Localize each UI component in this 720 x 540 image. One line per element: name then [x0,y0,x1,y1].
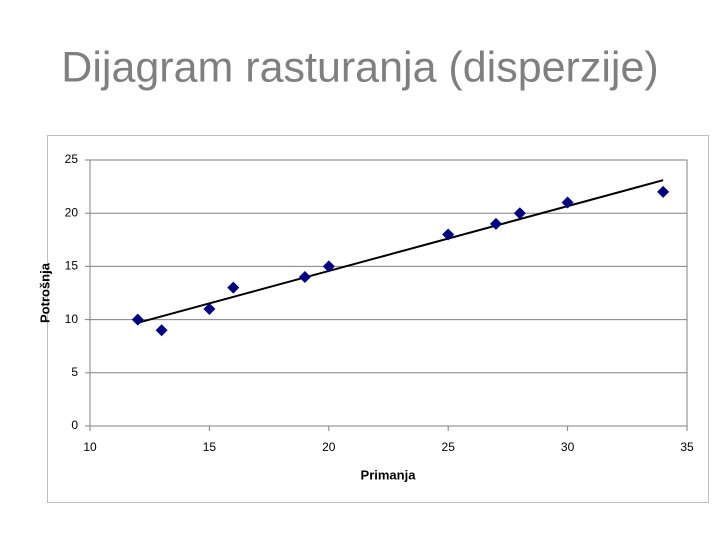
data-point [298,271,311,284]
data-point [561,196,574,209]
y-tick-label: 0 [71,418,78,432]
x-tick-label: 30 [561,440,575,454]
slide-title: Dijagram rasturanja (disperzije) [61,43,658,91]
data-point [442,228,455,241]
y-tick-label: 5 [71,365,78,379]
y-axis-label: Potrošnja [37,262,52,323]
x-tick-label: 10 [83,440,97,454]
data-point [322,260,335,273]
data-point [489,217,502,230]
x-tick-label: 15 [203,440,217,454]
x-tick-label: 25 [442,440,456,454]
data-point [227,281,240,294]
data-point [131,313,144,326]
y-tick-label: 20 [65,205,79,219]
data-point [513,207,526,220]
plot-area [89,159,688,427]
data-point [155,324,168,337]
y-tick-label: 25 [65,152,79,166]
data-point [203,302,216,315]
x-tick-label: 35 [680,440,694,454]
x-tick-label: 20 [322,440,336,454]
data-point [657,185,670,198]
trendline [137,179,664,324]
x-axis-label: Primanja [361,467,417,482]
y-tick-label: 10 [65,312,79,326]
y-tick-label: 15 [65,259,79,273]
